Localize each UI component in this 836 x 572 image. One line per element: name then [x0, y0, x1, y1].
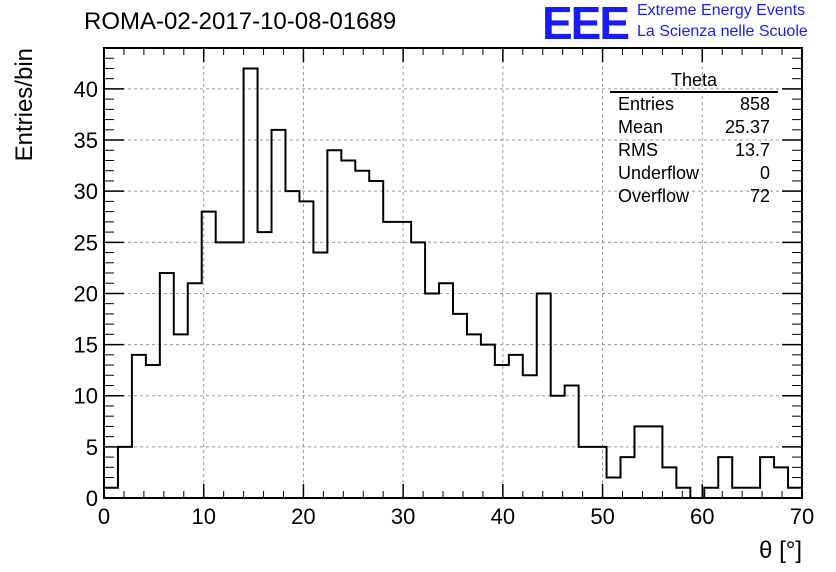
eee-logo: EEE — [542, 0, 630, 49]
y-tick-label: 5 — [86, 435, 98, 460]
stats-value: 0 — [759, 163, 770, 183]
x-tick-labels: 0 10 20 30 40 50 60 70 — [98, 504, 814, 529]
stats-label: RMS — [618, 140, 658, 160]
stats-label: Entries — [618, 94, 675, 114]
stats-row: Entries 858 — [610, 93, 778, 116]
logo-line-1: Extreme Energy Events — [637, 2, 806, 19]
x-tick-label: 10 — [191, 504, 215, 529]
x-tick-label: 50 — [590, 504, 614, 529]
x-tick-label: 30 — [391, 504, 415, 529]
y-tick-label: 0 — [86, 486, 98, 511]
y-axis-title: Entries/bin — [11, 48, 38, 161]
y-tick-label: 40 — [74, 77, 98, 102]
stats-row: Overflow 72 — [610, 185, 778, 208]
y-tick-label: 30 — [74, 179, 98, 204]
x-tick-label: 0 — [98, 504, 110, 529]
stats-label: Mean — [618, 117, 664, 137]
stats-row: RMS 13.7 — [610, 139, 778, 162]
y-tick-labels: 0 5 10 15 20 25 30 35 40 — [74, 77, 98, 511]
y-tick-label: 20 — [74, 281, 98, 306]
stats-label: Underflow — [618, 163, 700, 183]
y-tick-label: 15 — [74, 333, 98, 358]
stats-label: Overflow — [618, 186, 690, 206]
stats-value: 13.7 — [734, 140, 770, 160]
y-tick-label: 25 — [74, 230, 98, 255]
stats-value: 72 — [749, 186, 770, 206]
stats-row: Underflow 0 — [610, 162, 778, 185]
stats-value: 858 — [739, 94, 770, 114]
stats-row: Mean 25.37 — [610, 116, 778, 139]
histogram-series — [103, 67, 803, 499]
chart-title: ROMA-02-2017-10-08-01689 — [84, 8, 397, 35]
x-tick-label: 20 — [291, 504, 315, 529]
stats-value: 25.37 — [724, 117, 770, 137]
stats-name: Theta — [610, 70, 778, 93]
x-axis-title: θ [°] — [759, 537, 802, 564]
stats-box: Theta Entries 858 Mean 25.37 RMS 13.7 Un… — [610, 70, 778, 208]
y-tick-label: 10 — [74, 384, 98, 409]
x-tick-label: 60 — [690, 504, 714, 529]
logo-line-2: La Scienza nelle Scuole — [637, 23, 808, 40]
axis-ticks — [103, 47, 803, 499]
y-tick-label: 35 — [74, 128, 98, 153]
x-tick-label: 40 — [491, 504, 515, 529]
x-tick-label: 70 — [790, 504, 814, 529]
